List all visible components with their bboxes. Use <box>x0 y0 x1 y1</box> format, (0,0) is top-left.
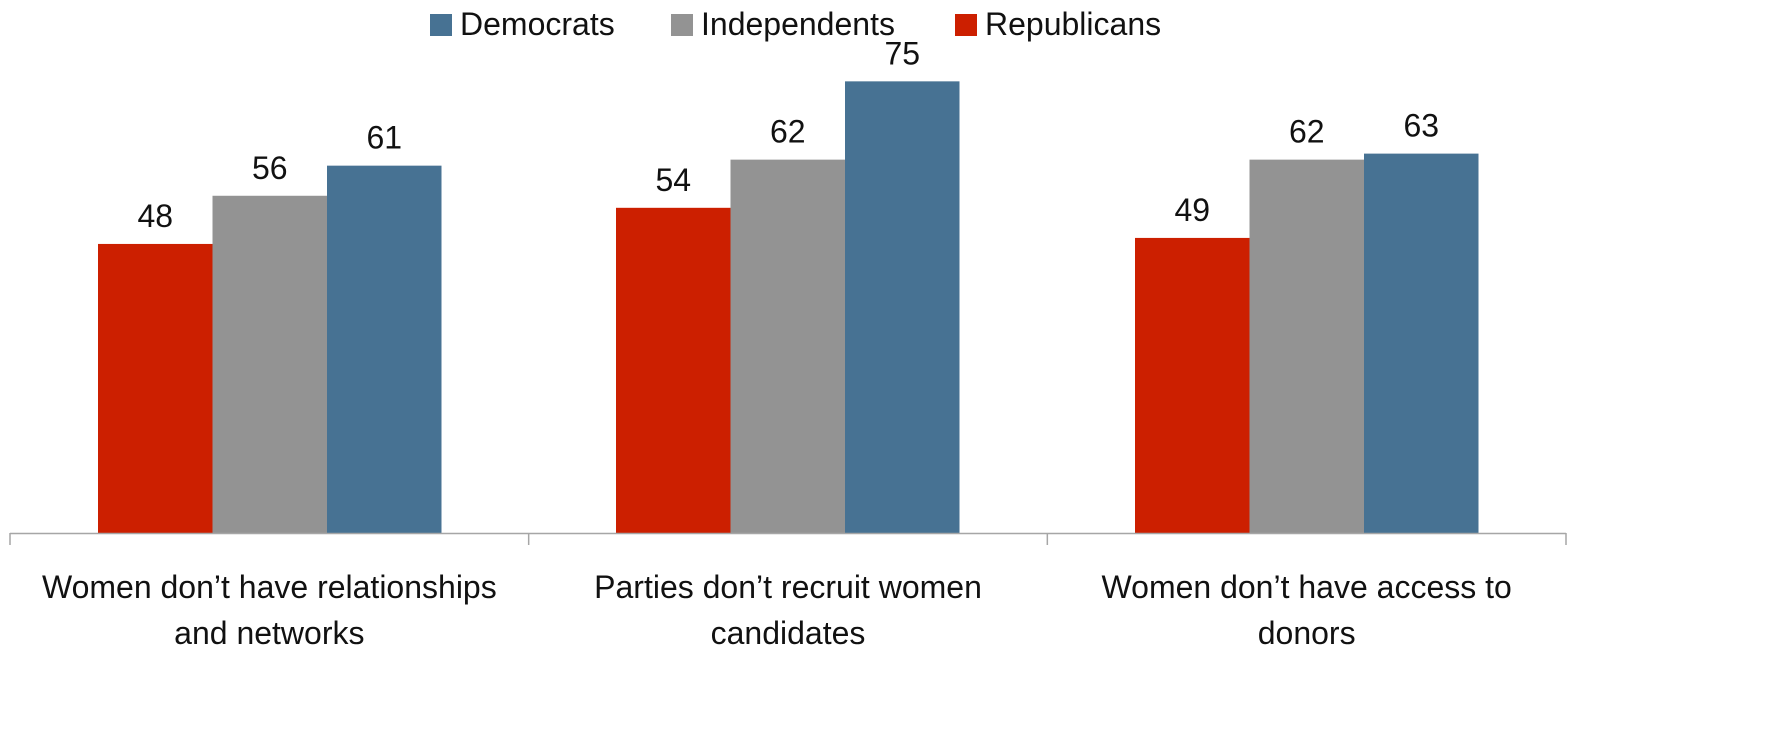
bar-group: 49 62 63 <box>1135 108 1479 534</box>
data-label-republicans: 54 <box>655 162 691 198</box>
bar-group: 54 62 75 <box>616 35 960 534</box>
x-tick-label: Parties don’t recruit women candidates <box>594 569 982 651</box>
data-label-republicans: 48 <box>137 198 173 234</box>
legend-item-independents: Independents <box>671 6 895 42</box>
data-label-independents: 62 <box>1289 114 1325 150</box>
data-label-democrats: 75 <box>884 35 920 71</box>
bar-democrats <box>845 81 960 533</box>
x-axis: Women don’t have relationships and networ… <box>9 532 1567 651</box>
chart-bars: 48 56 61 54 62 75 49 62 63 <box>98 35 1479 534</box>
legend-label-democrats: Democrats <box>460 6 615 42</box>
data-label-democrats: 63 <box>1403 108 1439 144</box>
bar-republicans <box>1135 237 1250 533</box>
chart-legend: Democrats Independents Republicans <box>430 6 1161 42</box>
legend-item-democrats: Democrats <box>430 6 615 42</box>
legend-label-republicans: Republicans <box>985 6 1161 42</box>
legend-swatch-republicans <box>955 14 977 36</box>
bar-republicans <box>98 243 213 533</box>
x-tick-label: Women don’t have access to donors <box>1102 569 1512 651</box>
bar-independents <box>212 195 327 533</box>
legend-swatch-independents <box>671 14 693 36</box>
bar-independents <box>730 159 845 534</box>
data-label-independents: 56 <box>252 150 288 186</box>
bar-independents <box>1249 159 1364 534</box>
data-label-republicans: 49 <box>1174 192 1210 228</box>
bar-democrats <box>1364 153 1479 533</box>
data-label-democrats: 61 <box>366 120 402 156</box>
bar-republicans <box>616 207 731 533</box>
bar-group: 48 56 61 <box>98 120 442 533</box>
data-label-independents: 62 <box>770 114 806 150</box>
legend-item-republicans: Republicans <box>955 6 1161 42</box>
legend-swatch-democrats <box>430 14 452 36</box>
bar-democrats <box>327 165 442 533</box>
legend-label-independents: Independents <box>701 6 895 42</box>
x-tick-label: Women don’t have relationships and networ… <box>42 569 497 651</box>
